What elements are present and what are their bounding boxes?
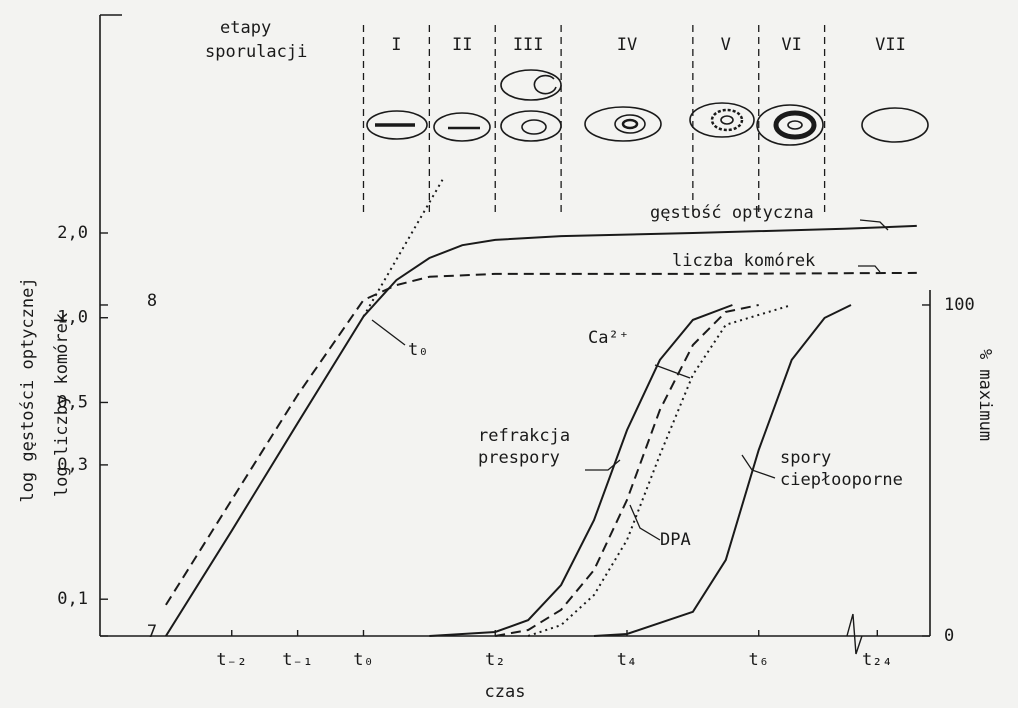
x-tick-label: t₋₁ <box>282 650 313 670</box>
series-line <box>165 271 917 606</box>
y3-tick-label: 0 <box>944 626 954 646</box>
stage-label: etapy <box>220 18 271 38</box>
cell-icon <box>614 114 646 134</box>
series-line <box>362 179 444 318</box>
pointer <box>654 364 691 379</box>
pointer <box>371 319 406 346</box>
series-line <box>429 304 733 637</box>
y3-tick-label: 100 <box>944 295 975 315</box>
cell-icon <box>710 108 744 132</box>
cell-icon <box>366 110 428 140</box>
y2-tick-label: 8 <box>147 291 157 311</box>
pointer <box>629 504 661 541</box>
cell-icon <box>720 115 734 125</box>
stage-name: III <box>513 35 544 55</box>
y3-axis-label: % maximum <box>975 349 995 441</box>
cell-icon <box>500 110 562 142</box>
series-label: refrakcja prespory <box>478 426 571 468</box>
series-label: Ca²⁺ <box>588 328 629 348</box>
y-tick-label: 0,3 <box>57 455 88 475</box>
stage-name: VII <box>875 35 906 55</box>
annotation: t₀ <box>408 340 428 360</box>
stage-name: IV <box>617 35 637 55</box>
series-label: spory ciepłooporne <box>780 448 903 490</box>
y-tick-label: 2,0 <box>57 223 88 243</box>
axis-break <box>846 613 863 655</box>
y2-axis-label: log liczby komórek <box>52 313 72 497</box>
cell-icon <box>861 107 929 143</box>
cell-icon <box>433 112 491 142</box>
cell-icon <box>689 102 755 138</box>
x-tick-label: t₄ <box>617 650 637 670</box>
series-line <box>593 304 852 637</box>
x-tick-label: t₂₄ <box>862 650 893 670</box>
x-tick-label: t₋₂ <box>216 650 247 670</box>
cell-icon <box>533 74 557 95</box>
pointer <box>858 265 881 273</box>
series-label: gęstość optyczna <box>650 203 814 223</box>
cell-icon <box>584 106 662 142</box>
pointer <box>585 459 621 471</box>
y-tick-label: 0,1 <box>57 589 88 609</box>
cell-icon <box>773 110 817 140</box>
x-axis-label: czas <box>485 682 526 702</box>
cell-icons <box>366 69 929 146</box>
y2-tick-label: 7 <box>147 622 157 642</box>
series-line <box>165 224 917 637</box>
series-label: liczba komórek <box>672 251 816 271</box>
stage-name: II <box>452 35 472 55</box>
cell-icon <box>500 69 562 101</box>
x-tick-label: t₆ <box>748 650 768 670</box>
y-tick-label: 1,0 <box>57 308 88 328</box>
series-line <box>527 304 792 637</box>
x-tick-label: t₂ <box>485 650 505 670</box>
series-label: DPA <box>660 530 691 550</box>
cell-icon <box>621 118 639 130</box>
y-tick-label: 0,5 <box>57 392 88 412</box>
stage-name: V <box>721 35 731 55</box>
x-tick-label: t₀ <box>353 650 373 670</box>
stage-name: VI <box>781 35 801 55</box>
stage-label: sporulacji <box>205 42 307 62</box>
pointer <box>741 454 776 479</box>
cell-icon <box>756 104 824 146</box>
axis-frame <box>99 14 931 637</box>
y-axis-label: log gęstości optycznej <box>18 277 38 502</box>
cell-icon <box>521 119 547 135</box>
series-line <box>495 304 759 637</box>
stage-name: I <box>391 35 401 55</box>
cell-icon <box>787 120 803 130</box>
